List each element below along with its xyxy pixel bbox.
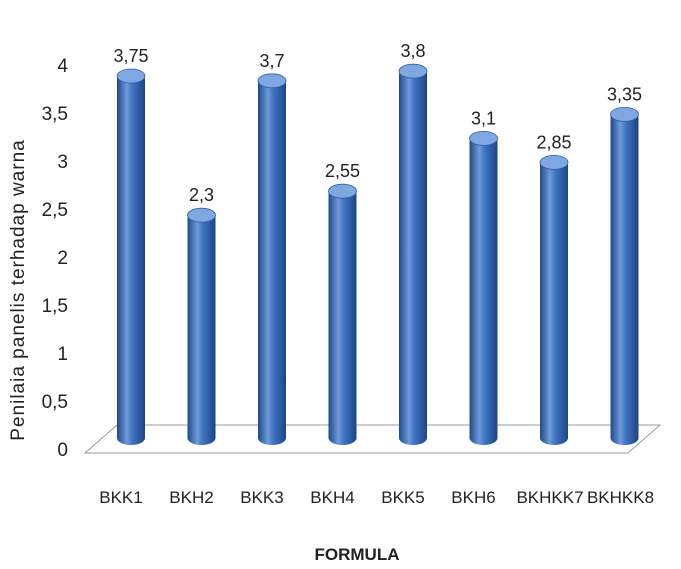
bar-top — [328, 183, 357, 199]
x-axis-title: FORMULA — [315, 545, 400, 564]
bar-top — [469, 130, 498, 146]
y-tick-label: 3,5 — [42, 104, 68, 125]
data-label: 2,3 — [189, 185, 214, 205]
bar — [257, 73, 287, 446]
bar — [187, 207, 216, 445]
bar-top — [116, 68, 146, 84]
y-tick-label: 4 — [57, 56, 68, 77]
bar — [610, 107, 639, 446]
category-label: BKK3 — [240, 488, 283, 507]
bar — [328, 183, 357, 445]
data-label: 3,8 — [400, 41, 425, 61]
data-label: 3,1 — [471, 108, 496, 128]
y-tick-label: 0 — [57, 440, 68, 461]
bar-body — [117, 76, 145, 445]
x-axis-labels: BKK1 BKH2 BKK3 BKH4 BKK5 BKH6 BKHKK7 BKHKK8 — [99, 488, 654, 507]
y-axis-title: Penilaia panelis terhadap warna — [8, 139, 29, 440]
bar-body — [328, 191, 357, 445]
y-axis: 0 0,5 1 1,5 2 2,5 3 3,5 4 — [42, 56, 69, 461]
y-tick-label: 3 — [57, 152, 68, 173]
category-label: BKK5 — [381, 488, 424, 507]
bars-group — [116, 63, 639, 446]
y-tick-label: 2,5 — [42, 200, 68, 221]
category-label: BKH2 — [169, 488, 213, 507]
bar-top — [610, 107, 639, 122]
bar-top — [257, 73, 287, 89]
y-tick-label: 2 — [57, 248, 68, 269]
bar — [398, 63, 428, 445]
bar-body — [258, 80, 286, 446]
y-tick-label: 1,5 — [42, 296, 68, 317]
category-label: BKHKK7 — [516, 488, 583, 507]
bar-body — [469, 138, 498, 445]
data-label: 2,85 — [536, 132, 571, 152]
bar-body — [187, 215, 216, 445]
data-label: 2,55 — [325, 161, 360, 181]
bar-body — [540, 162, 568, 445]
category-label: BKHKK8 — [587, 488, 654, 507]
data-label: 3,35 — [607, 84, 642, 104]
bar — [116, 68, 146, 445]
y-tick-label: 0,5 — [42, 392, 68, 413]
bar-top — [539, 154, 569, 170]
category-label: BKH4 — [310, 488, 354, 507]
chart-floor — [83, 424, 662, 454]
data-label: 3,7 — [259, 51, 284, 71]
bar — [469, 130, 498, 445]
category-label: BKH6 — [451, 488, 495, 507]
data-labels-group: 3,75 2,3 3,7 2,55 3,8 3,1 2,85 3,35 — [113, 41, 642, 205]
bar-body — [399, 71, 427, 445]
bar — [539, 154, 569, 445]
bar-body — [610, 114, 639, 446]
bar-top — [187, 207, 216, 223]
category-label: BKK1 — [99, 488, 142, 507]
y-tick-label: 1 — [57, 344, 68, 365]
data-label: 3,75 — [113, 46, 148, 66]
bar-top — [398, 63, 428, 79]
